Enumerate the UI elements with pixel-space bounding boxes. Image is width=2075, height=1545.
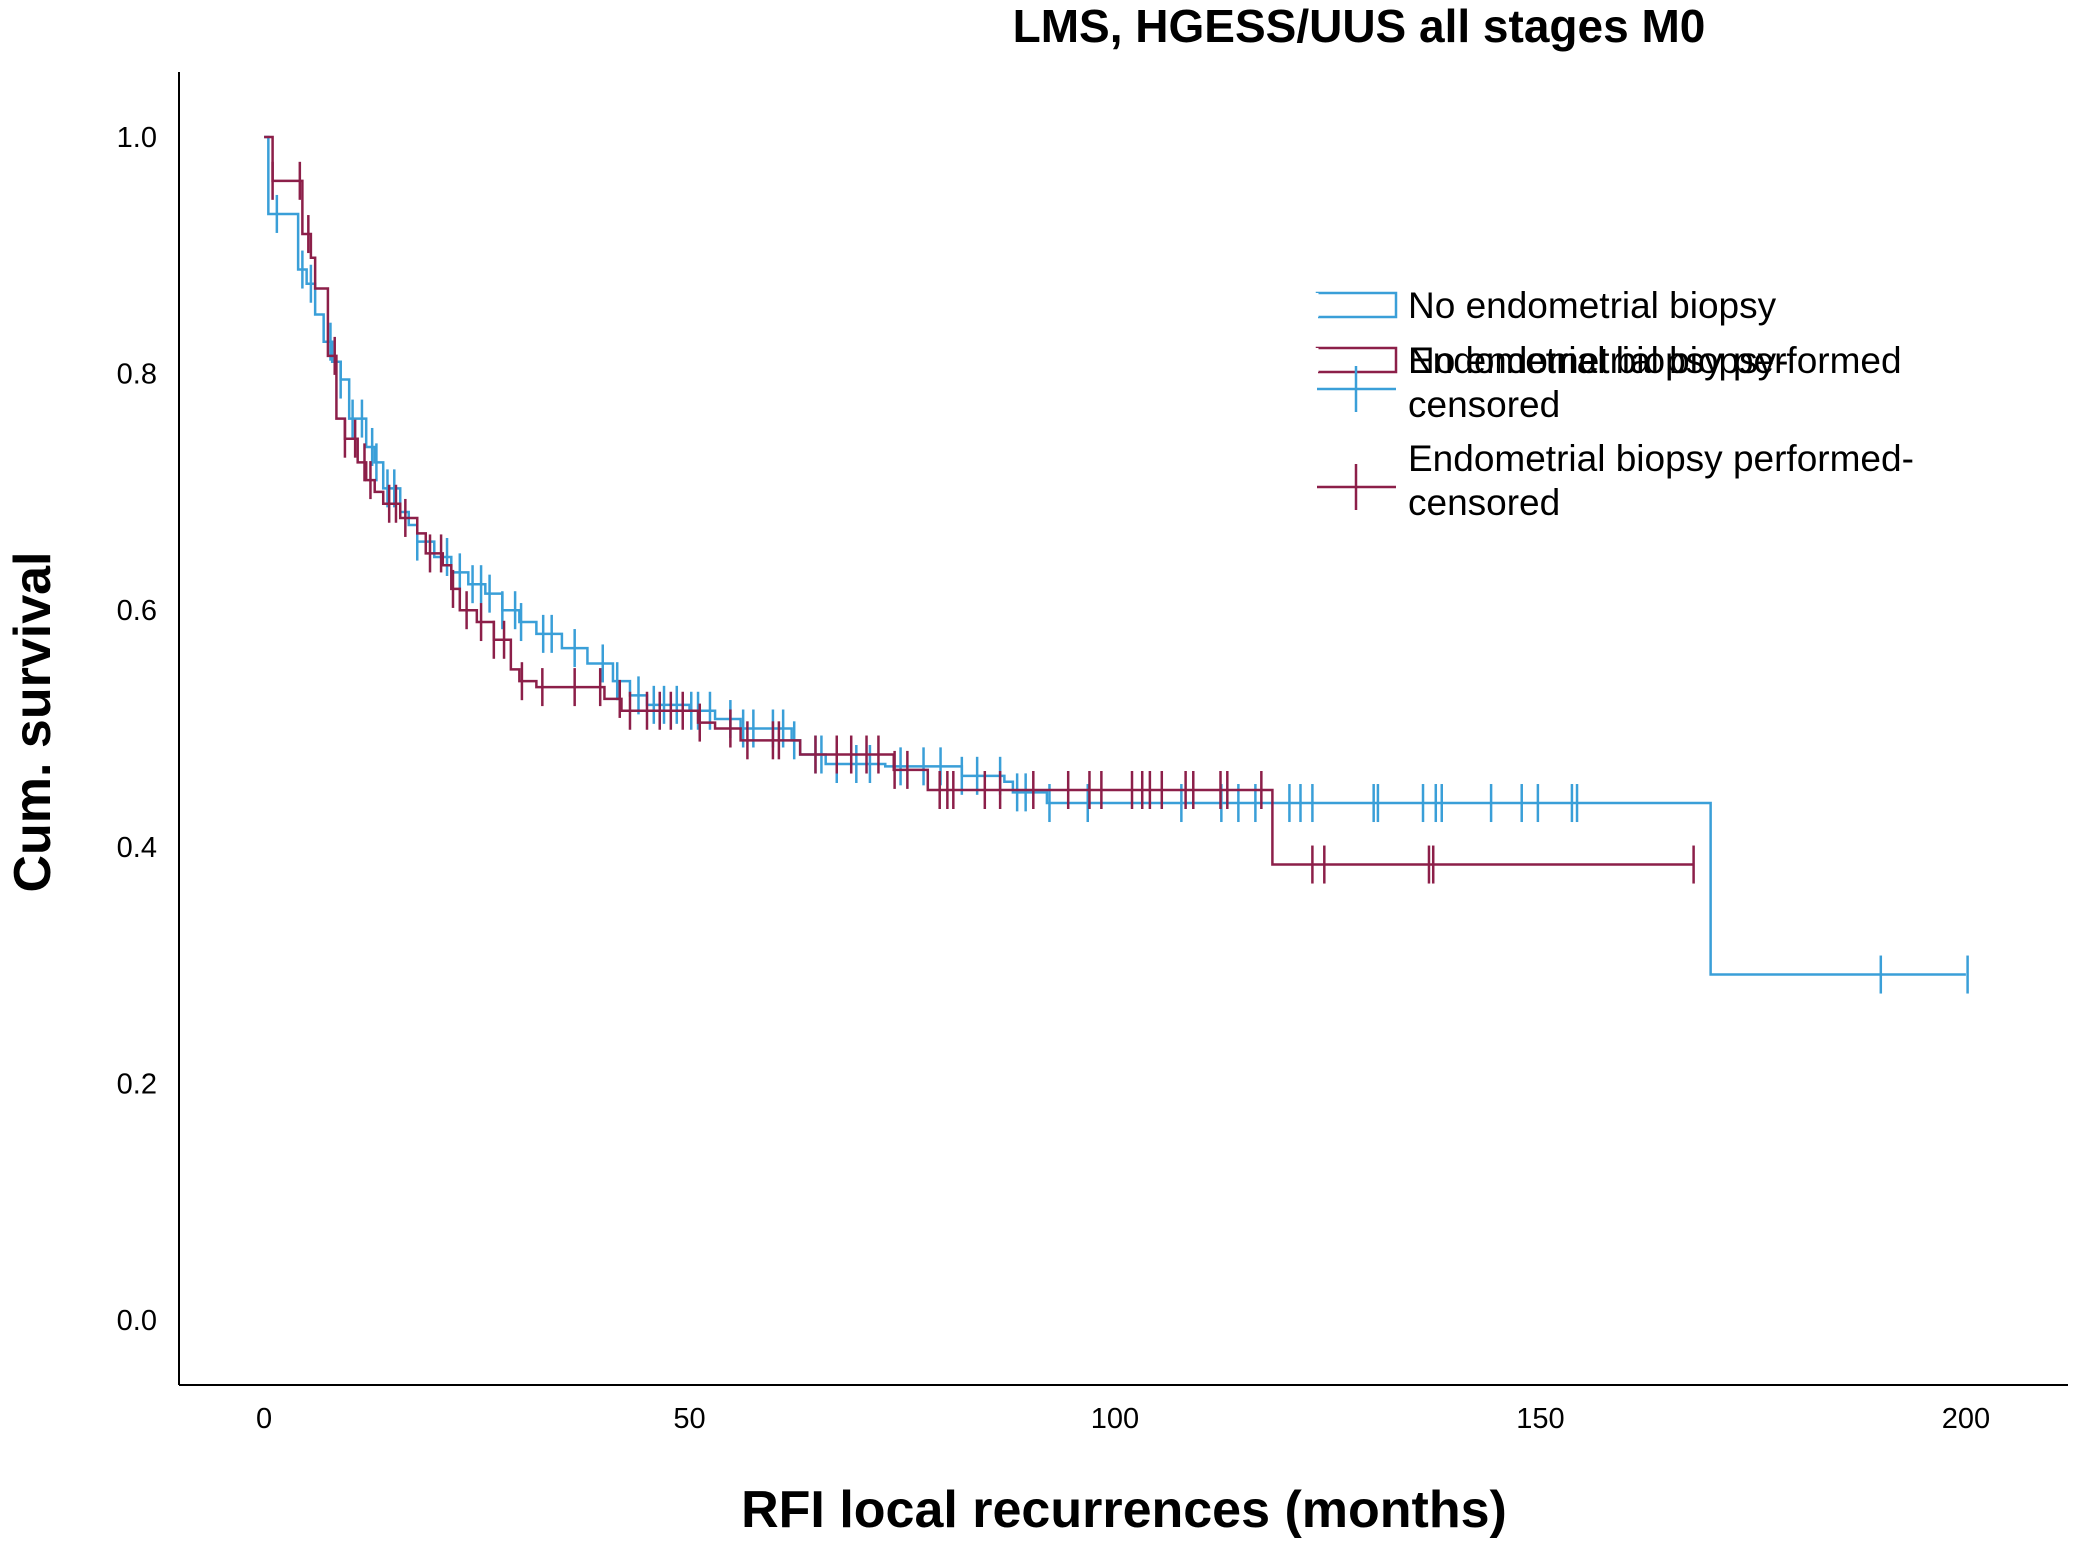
y-tick-label: 1.0 [117,122,157,154]
legend-item: Endometrial biopsy performed-censored [1317,438,1914,523]
legend-swatch-mask [1315,348,1319,374]
series-2 [264,135,1695,884]
legend: No endometrial biopsy Endometrial biopsy … [1315,285,1914,523]
x-tick-label: 100 [1091,1403,1139,1435]
legend-label: censored [1408,482,1560,523]
legend-item: No endometrial biopsy [1315,285,1777,326]
series-layer [264,135,1969,994]
legend-label: No endometrial biopsy [1408,285,1777,326]
chart-title: LMS, HGESS/UUS all stages M0 [1013,0,1706,52]
y-tick-label: 0.4 [117,832,157,864]
legend-label: No endometrial biopsy- [1408,340,1788,381]
axes [178,72,2068,1386]
legend-swatch-mask [1315,293,1319,319]
legend-item: Endometrial biopsy performed [1315,340,1902,381]
survival-curve [264,135,1966,976]
y-tick-label: 0.0 [117,1305,157,1337]
y-tick-label: 0.2 [117,1068,157,1100]
y-tick-label: 0.8 [117,359,157,391]
legend-label: Endometrial biopsy performed [1408,340,1902,381]
x-tick-label: 150 [1516,1403,1564,1435]
y-tick-label: 0.6 [117,595,157,627]
x-axis-title: RFI local recurrences (months) [741,1481,1507,1539]
y-tick-group: 0.0 0.2 0.4 0.6 0.8 1.0 [117,122,157,1337]
series-1 [264,135,1969,994]
x-tick-label: 0 [256,1403,272,1435]
legend-label: censored [1408,384,1560,425]
survival-curve [264,135,1694,866]
legend-line-swatch [1315,291,1398,319]
legend-label: Endometrial biopsy performed- [1408,438,1914,479]
x-tick-label: 50 [673,1403,705,1435]
y-axis-title: Cum. survival [4,551,62,892]
legend-item: No endometrial biopsy-censored [1317,340,1788,425]
x-tick-group: 0 50 100 150 200 [256,1403,1990,1435]
x-tick-label: 200 [1942,1403,1990,1435]
